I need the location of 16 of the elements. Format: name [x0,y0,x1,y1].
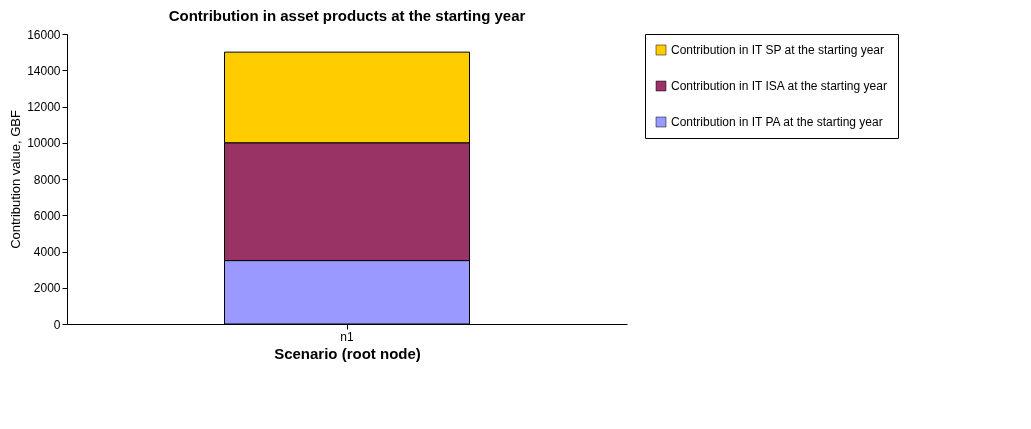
y-tick-label: 12000 [27,100,61,114]
x-axis-title: Scenario (root node) [274,344,421,362]
legend-label: Contribution in IT SP at the starting year [671,43,885,57]
y-tick-label: 8000 [33,172,61,187]
chart-title: Contribution in asset products at the starting year [168,7,526,24]
legend-label: Contribution in IT ISA at the starting year [671,79,887,93]
legend-label: Contribution in IT PA at the starting year [671,115,883,129]
y-axis-title: Contribution value, GBF [8,110,24,249]
y-tick-label: 16000 [27,27,61,42]
y-tick-label: 10000 [27,136,61,151]
y-tick-label: 6000 [33,208,61,223]
y-tick-label: 4000 [33,245,61,259]
x-tick-label: n1 [340,329,354,344]
y-tick-label: 0 [53,317,61,332]
y-tick-label: 14000 [27,63,61,78]
y-tick-label: 2000 [33,281,61,296]
